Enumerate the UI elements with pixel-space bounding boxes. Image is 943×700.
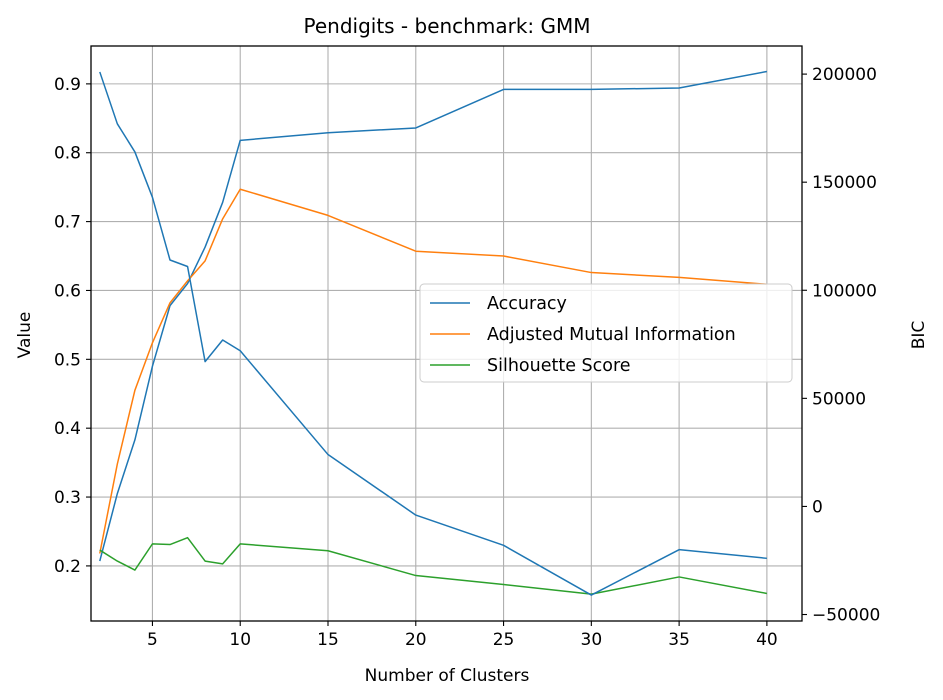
legend-label: Accuracy bbox=[487, 294, 567, 314]
plot-frame bbox=[90, 45, 803, 622]
chart-title: Pendigits - benchmark: GMM bbox=[303, 14, 590, 38]
y2-tick-label: −50000 bbox=[812, 606, 880, 626]
x-tick-label: 15 bbox=[317, 630, 339, 650]
x-tick-label: 30 bbox=[581, 630, 603, 650]
y-tick-label: 0.8 bbox=[54, 144, 81, 164]
x-tick-label: 5 bbox=[147, 630, 158, 650]
line-bic bbox=[99, 71, 767, 596]
legend: Accuracy Adjusted Mutual Information Silho… bbox=[419, 283, 793, 383]
x-axis: 5 10 15 20 25 30 35 40 bbox=[147, 621, 778, 650]
grid bbox=[91, 46, 802, 621]
y2-tick-label: 100000 bbox=[812, 281, 877, 301]
y-tick-label: 0.4 bbox=[54, 419, 81, 439]
y-tick-label: 0.5 bbox=[54, 350, 81, 370]
line-silhouette-score bbox=[99, 536, 768, 595]
x-tick-label: 20 bbox=[405, 630, 427, 650]
y2-tick-label: 0 bbox=[812, 497, 823, 517]
line-adjusted-mutual-information bbox=[99, 188, 767, 554]
y-tick-label: 0.2 bbox=[54, 557, 81, 577]
x-axis-title: Number of Clusters bbox=[365, 666, 530, 686]
legend-frame bbox=[419, 283, 793, 383]
x-tick-label: 10 bbox=[229, 630, 251, 650]
x-tick-label: 25 bbox=[493, 630, 515, 650]
y2-axis-title: BIC bbox=[909, 321, 929, 350]
x-tick-label: 40 bbox=[756, 630, 778, 650]
y2-tick-label: 50000 bbox=[812, 389, 866, 409]
x-tick-label: 35 bbox=[668, 630, 690, 650]
line-accuracy bbox=[99, 70, 768, 562]
legend-label: Silhouette Score bbox=[487, 356, 631, 376]
legend-label: Adjusted Mutual Information bbox=[487, 325, 736, 345]
y-tick-label: 0.3 bbox=[54, 488, 81, 508]
y-axis-title: Value bbox=[15, 312, 35, 359]
series-lines bbox=[99, 70, 768, 596]
y-tick-label: 0.9 bbox=[54, 75, 81, 95]
y2-tick-label: 150000 bbox=[812, 173, 877, 193]
y-axis-left: 0.2 0.3 0.4 0.5 0.6 0.7 0.8 0.9 bbox=[54, 75, 91, 577]
y-tick-label: 0.6 bbox=[54, 281, 81, 301]
y-tick-label: 0.7 bbox=[54, 213, 81, 233]
y2-tick-label: 200000 bbox=[812, 65, 877, 85]
y-axis-right: −50000 0 50000 100000 150000 200000 bbox=[802, 65, 880, 626]
